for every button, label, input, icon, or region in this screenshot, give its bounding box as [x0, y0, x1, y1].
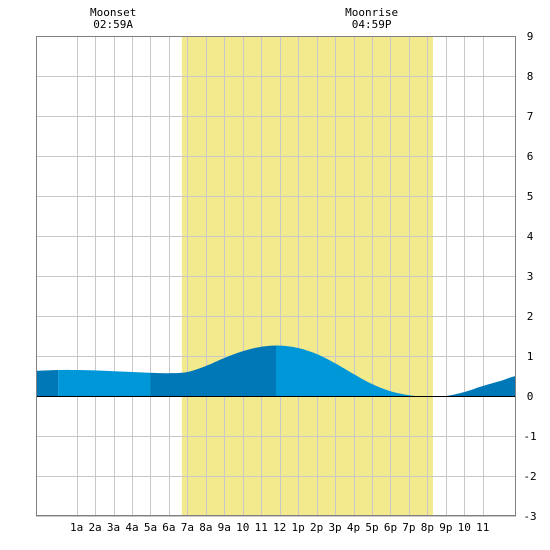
plot-frame — [36, 36, 516, 516]
x-tick-label: 1a — [70, 521, 83, 534]
x-tick-label: 11 — [476, 521, 489, 534]
y-tick-label: 9 — [527, 30, 534, 43]
y-tick-label: -3 — [523, 510, 536, 523]
x-tick-label: 9p — [439, 521, 452, 534]
moon-event-time: 04:59P — [352, 18, 392, 31]
x-tick-label: 8a — [199, 521, 212, 534]
x-tick-label: 6a — [162, 521, 175, 534]
tide-area-band — [58, 369, 151, 396]
y-tick-label: 3 — [527, 270, 534, 283]
x-tick-label: 9a — [218, 521, 231, 534]
x-tick-label: 2a — [88, 521, 101, 534]
y-tick-label: 8 — [527, 70, 534, 83]
moon-event-time: 02:59A — [93, 18, 133, 31]
tide-area-band — [432, 376, 516, 397]
x-tick-label: 7a — [181, 521, 194, 534]
x-tick-label: 6p — [384, 521, 397, 534]
x-tick-label: 8p — [421, 521, 434, 534]
y-tick-label: 2 — [527, 310, 534, 323]
y-tick-label: 1 — [527, 350, 534, 363]
x-tick-label: 1p — [292, 521, 305, 534]
x-tick-label: 10 — [236, 521, 249, 534]
x-tick-label: 12 — [273, 521, 286, 534]
x-tick-label: 5p — [365, 521, 378, 534]
moon-event-label: Moonrise — [345, 6, 398, 19]
y-tick-label: 0 — [527, 390, 534, 403]
y-tick-label: 4 — [527, 230, 534, 243]
x-tick-label: 4p — [347, 521, 360, 534]
x-tick-label: 10 — [458, 521, 471, 534]
x-tick-label: 4a — [125, 521, 138, 534]
y-tick-label: -2 — [523, 470, 536, 483]
y-tick-label: 5 — [527, 190, 534, 203]
tide-area-band — [276, 345, 433, 397]
x-tick-label: 2p — [310, 521, 323, 534]
x-tick-label: 5a — [144, 521, 157, 534]
tide-area-band — [36, 370, 59, 396]
x-tick-label: 7p — [402, 521, 415, 534]
y-tick-label: -1 — [523, 430, 536, 443]
moon-event-label: Moonset — [90, 6, 136, 19]
x-tick-label: 3p — [328, 521, 341, 534]
x-tick-label: 11 — [255, 521, 268, 534]
y-tick-label: 7 — [527, 110, 534, 123]
x-tick-label: 3a — [107, 521, 120, 534]
y-tick-label: 6 — [527, 150, 534, 163]
tide-area-band — [150, 345, 276, 396]
